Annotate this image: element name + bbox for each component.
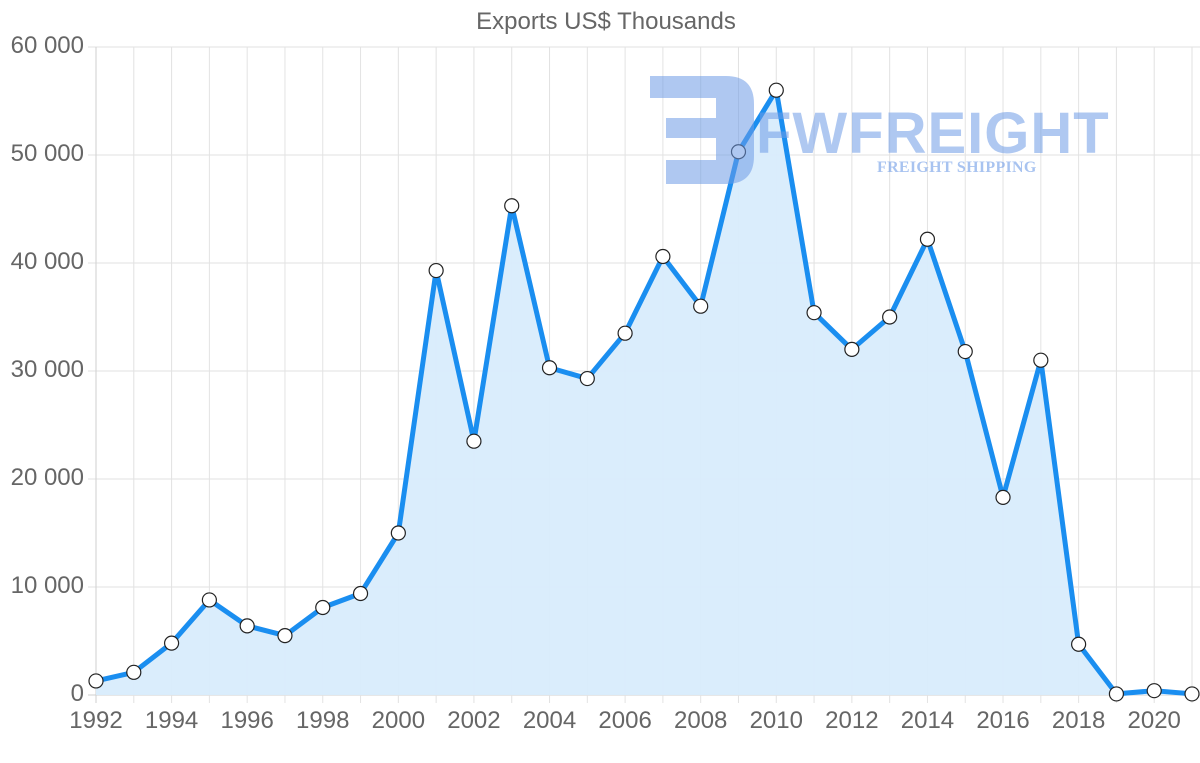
data-point-2011[interactable] [806,305,822,321]
area-fill [96,90,1192,695]
data-point-2009[interactable] [730,144,747,160]
y-tick-label: 0 [70,680,84,707]
y-tick-label: 50 000 [10,140,84,167]
chart-title: Exports US$ Thousands [476,8,736,35]
x-tick-label: 2020 [1127,707,1181,734]
data-point-2005[interactable] [579,370,595,387]
data-point-1996[interactable] [239,618,255,634]
data-point-2008[interactable] [693,298,709,314]
data-point-2016[interactable] [995,489,1011,505]
x-tick-label: 2014 [900,707,955,734]
data-point-1993[interactable] [126,664,142,680]
x-tick-label: 2004 [522,707,577,734]
x-tick-label: 2018 [1051,707,1106,734]
data-point-2012[interactable] [844,341,860,357]
data-point-2014[interactable] [919,231,936,247]
x-tick-label: 2002 [447,707,501,734]
x-tick-label: 1998 [296,707,350,734]
y-tick-label: 60 000 [10,32,84,59]
x-tick-label: 2008 [673,707,728,734]
data-point-1994[interactable] [163,635,180,651]
y-tick-label: 20 000 [10,464,84,491]
data-point-2019[interactable] [1108,686,1125,702]
data-point-1998[interactable] [315,599,331,616]
data-point-2020[interactable] [1146,683,1162,699]
data-point-1992[interactable] [88,673,104,689]
y-tick-label: 10 000 [10,572,84,599]
data-point-2015[interactable] [957,343,973,360]
data-point-2018[interactable] [1071,636,1087,652]
x-tick-label: 1996 [220,707,274,734]
data-point-2007[interactable] [655,248,671,265]
data-point-2006[interactable] [617,325,633,341]
x-tick-label: 1992 [69,707,123,734]
x-tick-label: 2010 [749,707,803,734]
data-point-2013[interactable] [882,309,898,325]
data-point-1999[interactable] [352,585,369,602]
x-tick-label: 2012 [825,707,879,734]
y-tick-label: 40 000 [10,248,84,275]
y-tick-label: 30 000 [10,356,84,383]
data-point-2003[interactable] [504,198,520,214]
data-point-2004[interactable] [541,360,558,376]
data-point-2000[interactable] [390,525,406,541]
data-point-1995[interactable] [201,592,217,608]
x-tick-label: 1994 [144,707,199,734]
x-tick-label: 2000 [371,707,426,734]
data-point-2017[interactable] [1033,352,1049,368]
data-point-2001[interactable] [428,262,444,279]
data-point-2021[interactable] [1184,686,1200,702]
data-point-1997[interactable] [277,627,293,644]
x-tick-label: 2016 [976,707,1030,734]
data-point-2010[interactable] [768,82,784,98]
data-point-2002[interactable] [466,433,482,449]
x-tick-label: 2006 [598,707,652,734]
